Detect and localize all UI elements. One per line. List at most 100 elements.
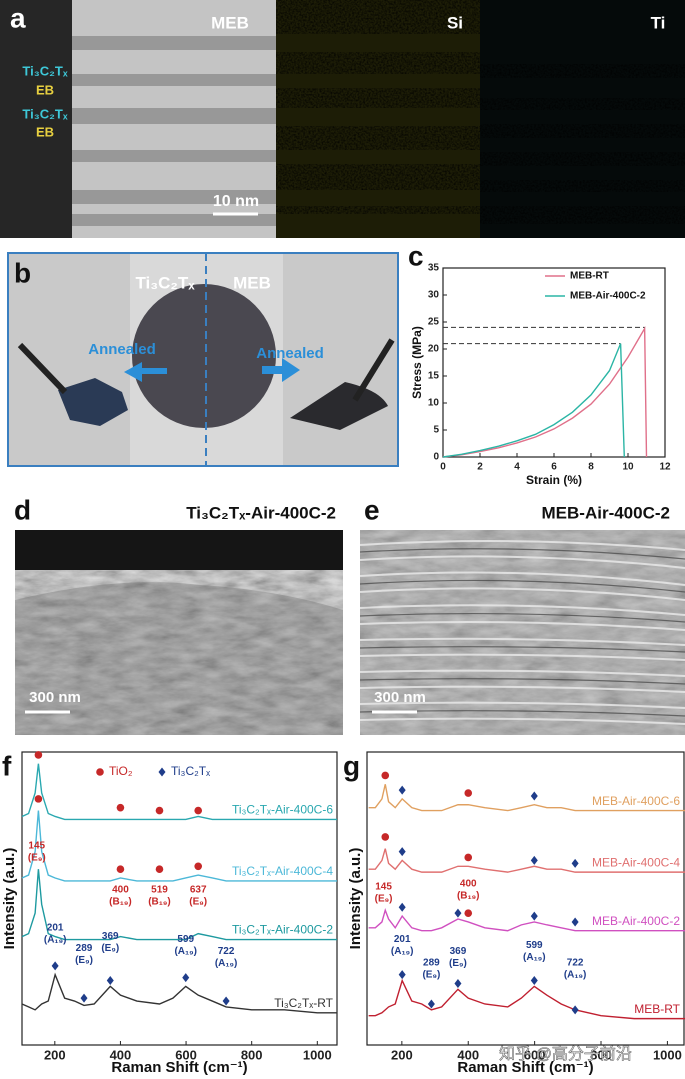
panel-a-images xyxy=(0,0,685,238)
peak-label: (E₉) xyxy=(101,943,119,954)
peak-marker xyxy=(34,751,43,759)
panel-title: Ti₃C₂Tₓ-Air-400C-2 xyxy=(186,503,336,522)
peak-label: (A₁₉) xyxy=(215,958,238,969)
y-tick-label: 25 xyxy=(428,317,440,328)
scale-bar-label: 300 nm xyxy=(374,689,426,706)
peak-marker xyxy=(530,976,538,986)
peak-marker xyxy=(155,865,164,873)
x-tick-label: 8 xyxy=(588,462,594,473)
peak-label: (E₉) xyxy=(375,893,393,904)
peak-marker xyxy=(454,978,462,988)
series-label: MEB-Air-400C-2 xyxy=(592,914,680,928)
scale-bar-label: 300 nm xyxy=(29,689,81,706)
map-label: Si xyxy=(447,13,463,32)
panel-label: e xyxy=(364,494,380,525)
peak-marker xyxy=(116,865,125,873)
panel-label: b xyxy=(14,257,31,288)
x-tick-label: 200 xyxy=(391,1047,413,1062)
panel-e-image xyxy=(360,530,685,735)
series-line xyxy=(368,848,685,873)
panel-label: d xyxy=(14,494,31,525)
peak-label: 201 xyxy=(47,922,64,933)
series-label: Ti₃C₂Tₓ-Air-400C-6 xyxy=(232,803,333,817)
series-line xyxy=(442,343,625,458)
map-label: Ti xyxy=(651,13,666,32)
x-tick-label: 12 xyxy=(659,462,671,473)
x-tick-label: 1000 xyxy=(653,1047,682,1062)
series-line xyxy=(21,810,337,882)
peak-label: (A₁₉) xyxy=(564,970,587,981)
x-tick-label: 6 xyxy=(551,462,557,473)
panel-b-photo xyxy=(7,252,399,467)
panel-label: a xyxy=(10,2,26,33)
peak-marker xyxy=(530,791,538,801)
peak-label: (B₁₉) xyxy=(109,896,132,907)
peak-marker xyxy=(194,806,203,815)
legend-label: Ti₃C₂Tₓ xyxy=(171,764,210,778)
peak-marker xyxy=(80,993,88,1003)
peak-label: (A₁₉) xyxy=(44,934,67,945)
series-line xyxy=(442,325,648,458)
peak-marker xyxy=(155,806,164,815)
x-tick-label: 400 xyxy=(110,1047,132,1062)
peak-label: (B₁₉) xyxy=(148,896,171,907)
series-label: MEB-Air-400C-4 xyxy=(592,855,680,869)
y-tick-label: 20 xyxy=(428,344,440,355)
peak-marker xyxy=(106,976,114,986)
x-tick-label: 600 xyxy=(175,1047,197,1062)
x-tick-label: 10 xyxy=(622,462,634,473)
x-tick-label: 0 xyxy=(440,462,446,473)
peak-marker xyxy=(398,785,406,795)
y-tick-label: 35 xyxy=(428,263,440,274)
y-tick-label: 0 xyxy=(433,452,439,463)
panel-label: f xyxy=(2,750,12,781)
side-label: Ti₃C₂Tₓ xyxy=(22,63,67,78)
peak-marker xyxy=(398,847,406,857)
peak-marker xyxy=(222,996,230,1006)
panel-title: MEB-Air-400C-2 xyxy=(542,503,670,522)
series-line xyxy=(368,978,685,1020)
peak-label: 145 xyxy=(375,881,392,892)
peak-label: 599 xyxy=(526,940,543,951)
panel-d-image xyxy=(15,530,343,735)
sample-label: Ti₃C₂Tₓ xyxy=(135,273,195,292)
peak-marker xyxy=(464,789,473,797)
peak-label: (E₉) xyxy=(28,852,46,863)
y-axis-title: Intensity (a.u.) xyxy=(1,848,18,950)
x-tick-label: 600 xyxy=(524,1047,546,1062)
y-tick-label: 15 xyxy=(428,371,440,382)
side-label: Ti₃C₂Tₓ xyxy=(22,106,67,121)
peak-marker xyxy=(571,917,579,927)
peak-marker xyxy=(454,908,462,918)
series-label: MEB-RT xyxy=(634,1002,680,1016)
series-line xyxy=(368,784,685,812)
peak-marker xyxy=(158,767,166,777)
peak-label: (A₁₉) xyxy=(391,946,414,957)
peak-marker xyxy=(34,795,43,803)
peak-marker xyxy=(530,911,538,921)
peak-marker xyxy=(427,999,435,1009)
peak-label: (E₉) xyxy=(449,958,467,969)
watermark: 知乎 @高分子前沿 xyxy=(499,1045,632,1063)
panel-label: c xyxy=(408,240,424,271)
legend-label: MEB-Air-400C-2 xyxy=(570,291,646,302)
map-label: MEB xyxy=(211,13,249,32)
series-label: Ti₃C₂Tₓ-RT xyxy=(274,996,333,1010)
x-tick-label: 4 xyxy=(514,462,520,473)
peak-marker xyxy=(381,833,390,841)
peak-label: 369 xyxy=(450,946,467,957)
series-line xyxy=(368,907,685,932)
peak-marker xyxy=(194,862,203,871)
y-tick-label: 10 xyxy=(428,398,440,409)
peak-label: 369 xyxy=(102,931,119,942)
legend-label: TiO₂ xyxy=(109,764,133,778)
peak-marker xyxy=(464,853,473,862)
series-line xyxy=(21,763,337,821)
y-tick-label: 30 xyxy=(428,290,440,301)
x-axis-title: Strain (%) xyxy=(526,473,582,487)
peak-label: 400 xyxy=(112,884,129,895)
legend-label: MEB-RT xyxy=(570,271,609,282)
peak-label: 637 xyxy=(190,884,207,895)
y-tick-label: 5 xyxy=(433,425,439,436)
